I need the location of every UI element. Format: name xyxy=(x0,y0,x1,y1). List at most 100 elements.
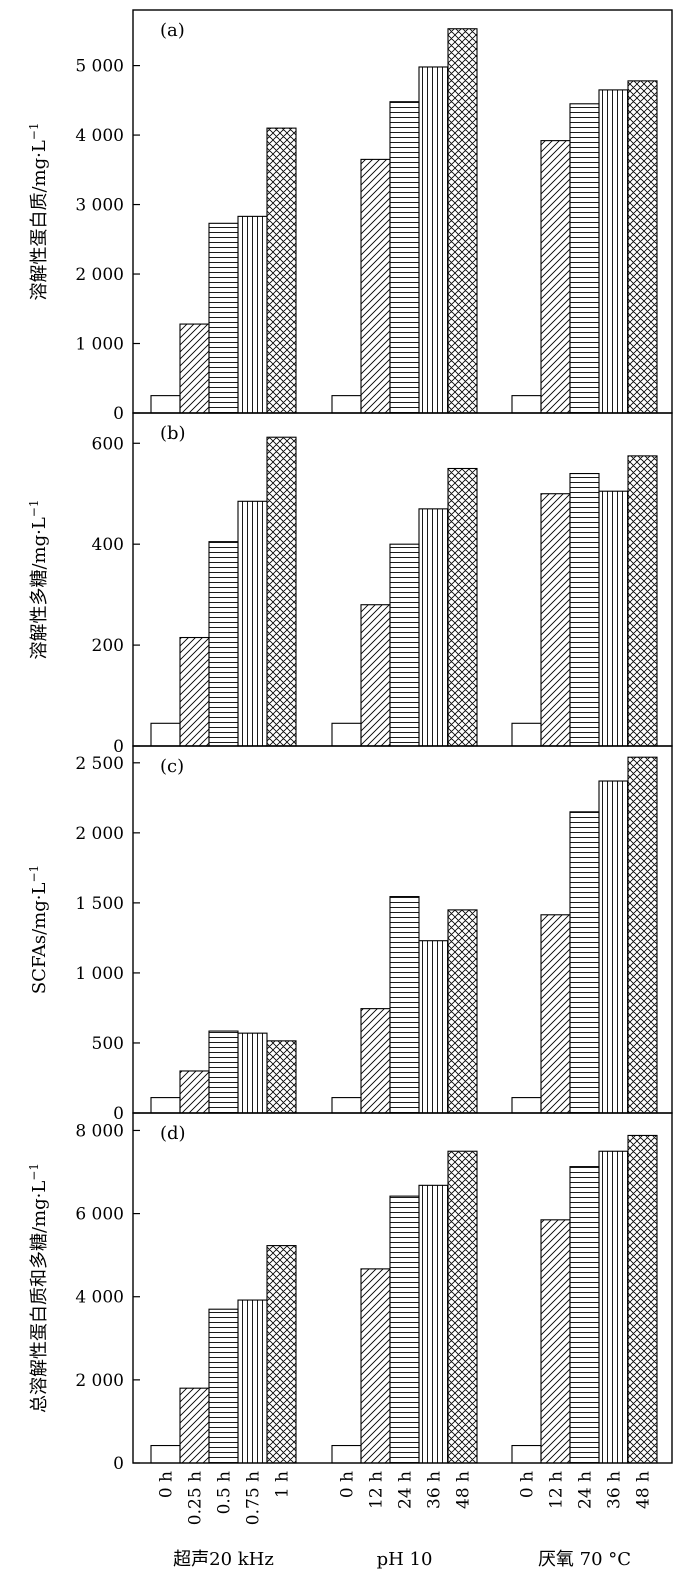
bar-4-1-3 xyxy=(208,1308,239,1464)
y-tick-label-1-2: 2 000 xyxy=(75,265,124,285)
bar-1-3-5 xyxy=(627,80,658,414)
y-tick-label-3-1: 500 xyxy=(92,1034,124,1054)
bar-2-2-1 xyxy=(331,722,362,747)
bar-4-3-5 xyxy=(627,1134,658,1464)
bar-2-3-1 xyxy=(511,722,542,747)
x-tick-label-3-3: 24 h xyxy=(576,1471,596,1509)
bar-1-1-4 xyxy=(237,215,268,414)
panel-1: 0 1 000 2 000 3 000 4 000 5 000 (a) 溶解性蛋白质/mg·L… xyxy=(27,9,673,424)
bar-2-3-5 xyxy=(627,455,658,747)
y-axis-label-3: SCFAs/mg·L−1 xyxy=(27,865,50,994)
bar-2-1-5 xyxy=(266,436,297,747)
panel-label-1: (a) xyxy=(160,20,185,41)
panel-2: 0 200 400 600 (b) 溶解性多糖/mg·L−1 xyxy=(27,412,673,757)
x-tick-label-1-2: 0.25 h xyxy=(186,1471,206,1525)
bar-4-3-2 xyxy=(540,1219,571,1464)
bar-4-2-2 xyxy=(360,1268,391,1464)
x-tick-label-2-1: 0 h xyxy=(338,1471,358,1498)
bar-2-2-5 xyxy=(447,467,478,747)
bar-3-1-2 xyxy=(179,1070,210,1114)
y-tick-label-4-0: 0 xyxy=(113,1454,124,1474)
bar-1-1-3 xyxy=(208,222,239,414)
x-tick-label-3-2: 12 h xyxy=(547,1471,567,1509)
bar-1-1-1 xyxy=(150,395,181,414)
bar-1-3-4 xyxy=(598,89,629,414)
y-axis-label-4: 总溶解性蛋白质和多糖/mg·L−1 xyxy=(27,1163,50,1413)
bar-1-2-2 xyxy=(360,158,391,414)
bar-2-1-2 xyxy=(179,636,210,747)
bar-4-1-2 xyxy=(179,1387,210,1464)
bar-4-1-1 xyxy=(150,1444,181,1464)
bar-2-3-4 xyxy=(598,490,629,747)
y-tick-label-4-1: 2 000 xyxy=(75,1371,124,1391)
y-tick-label-3-5: 2 500 xyxy=(75,754,124,774)
panel-frame-4 xyxy=(132,1112,673,1464)
bar-3-1-3 xyxy=(208,1030,239,1114)
y-tick-label-1-0: 0 xyxy=(113,404,124,424)
bar-4-3-3 xyxy=(569,1166,600,1464)
x-tick-label-2-3: 24 h xyxy=(396,1471,416,1509)
bar-3-3-4 xyxy=(598,780,629,1114)
y-tick-label-2-0: 0 xyxy=(113,737,124,757)
panel-label-3: (c) xyxy=(160,756,184,777)
bar-1-2-1 xyxy=(331,395,362,414)
bar-3-3-5 xyxy=(627,756,658,1114)
panel-label-4: (d) xyxy=(160,1123,186,1144)
bar-1-2-5 xyxy=(447,28,478,414)
x-tick-label-1-5: 1 h xyxy=(273,1471,293,1498)
bar-4-2-3 xyxy=(389,1195,420,1464)
bar-3-2-5 xyxy=(447,909,478,1114)
bar-3-2-3 xyxy=(389,896,420,1114)
y-axis-label-2: 溶解性多糖/mg·L−1 xyxy=(27,499,50,659)
y-axis-label-1: 溶解性蛋白质/mg·L−1 xyxy=(27,122,50,300)
panel-3: 0 500 1 000 1 500 2 000 2 500 (c) SCFAs/mg·L−1 xyxy=(27,745,673,1124)
x-tick-label-1-3: 0.5 h xyxy=(215,1471,235,1514)
bar-1-3-1 xyxy=(511,395,542,414)
bar-2-2-4 xyxy=(418,508,449,747)
group-label-1: 超声20 kHz xyxy=(173,1549,274,1570)
y-tick-label-1-3: 3 000 xyxy=(75,196,124,216)
chart-panels: 0 1 000 2 000 3 000 4 000 5 000 (a) 溶解性蛋白质/mg·L… xyxy=(27,9,673,1474)
panel-4: 0 2 000 4 000 6 000 8 000 (d) 总溶解性蛋白质和多糖/mg·L−… xyxy=(27,1112,673,1474)
bar-4-1-5 xyxy=(266,1245,297,1464)
bar-2-1-3 xyxy=(208,541,239,747)
bar-4-2-1 xyxy=(331,1444,362,1464)
y-tick-label-3-4: 2 000 xyxy=(75,824,124,844)
y-tick-label-1-1: 1 000 xyxy=(75,335,124,355)
bar-4-3-4 xyxy=(598,1150,629,1464)
bar-3-2-1 xyxy=(331,1097,362,1114)
bar-3-3-1 xyxy=(511,1097,542,1114)
bar-3-1-1 xyxy=(150,1097,181,1114)
bar-1-1-2 xyxy=(179,323,210,414)
group-labels: 超声20 kHz pH 10 厌氧 70 °C xyxy=(173,1549,631,1570)
bar-1-2-4 xyxy=(418,66,449,414)
bar-1-2-3 xyxy=(389,101,420,414)
bar-1-3-3 xyxy=(569,103,600,414)
bar-3-2-4 xyxy=(418,940,449,1114)
bar-1-1-5 xyxy=(266,127,297,414)
y-tick-label-4-4: 8 000 xyxy=(75,1121,124,1141)
x-tick-label-1-1: 0 h xyxy=(157,1471,177,1498)
y-tick-label-3-0: 0 xyxy=(113,1104,124,1124)
bar-3-3-2 xyxy=(540,914,571,1114)
x-tick-label-3-1: 0 h xyxy=(518,1471,538,1498)
x-tick-label-3-5: 48 h xyxy=(634,1471,654,1509)
y-tick-label-3-2: 1 000 xyxy=(75,964,124,984)
y-tick-label-1-5: 5 000 xyxy=(75,57,124,77)
y-tick-label-2-3: 600 xyxy=(92,434,124,454)
group-label-3: 厌氧 70 °C xyxy=(538,1549,631,1570)
y-tick-label-2-2: 400 xyxy=(92,535,124,555)
bar-4-2-4 xyxy=(418,1184,449,1464)
x-tick-label-2-5: 48 h xyxy=(454,1471,474,1509)
x-tick-label-2-2: 12 h xyxy=(367,1471,387,1509)
panel-label-2: (b) xyxy=(160,423,186,444)
x-tick-label-3-4: 36 h xyxy=(605,1471,625,1509)
x-tick-label-1-4: 0.75 h xyxy=(244,1471,264,1525)
bar-2-1-1 xyxy=(150,722,181,747)
bar-2-2-2 xyxy=(360,604,391,747)
y-tick-label-1-4: 4 000 xyxy=(75,126,124,146)
x-tick-label-2-4: 36 h xyxy=(425,1471,445,1509)
bar-4-3-1 xyxy=(511,1444,542,1464)
bar-4-1-4 xyxy=(237,1299,268,1464)
